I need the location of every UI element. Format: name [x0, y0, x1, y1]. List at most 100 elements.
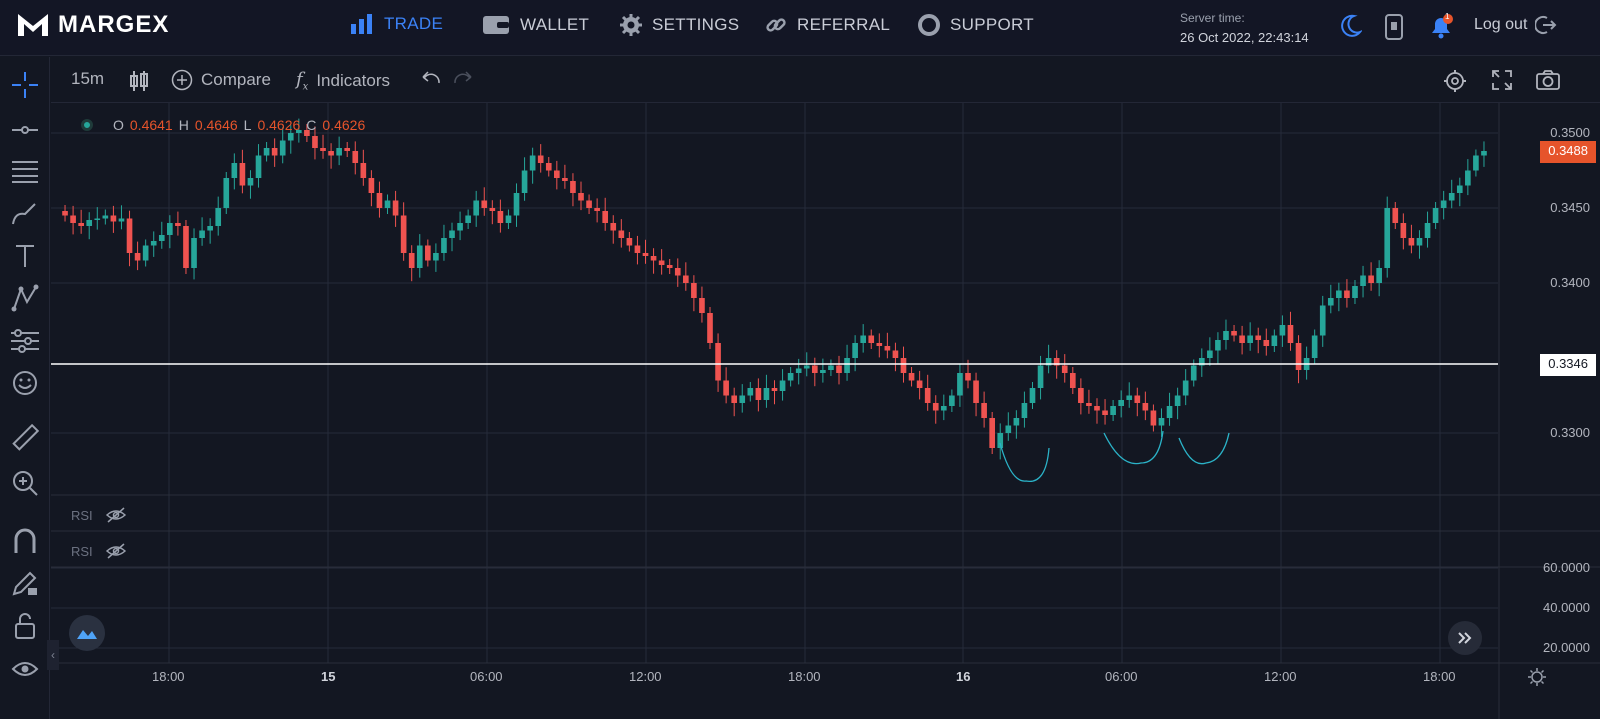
nav-trade[interactable]: TRADE [350, 14, 443, 34]
compare-button[interactable]: Compare [171, 69, 271, 91]
candle [1424, 223, 1431, 238]
candle [1134, 395, 1141, 403]
interval-selector[interactable]: 15m [71, 69, 104, 89]
chart-type-button[interactable] [129, 69, 149, 93]
tradingview-logo[interactable] [69, 615, 105, 651]
candle [457, 223, 463, 231]
indicators-label: Indicators [316, 70, 391, 90]
rsi-pane-label-1[interactable]: RSI [71, 507, 127, 523]
candle [674, 268, 681, 276]
candle [1392, 208, 1399, 223]
gear-icon [620, 14, 642, 36]
axis-settings-icon[interactable] [1527, 667, 1547, 687]
last-price-tag: 0.3488 [1540, 141, 1596, 163]
rsi-label: RSI [71, 543, 93, 559]
screenshot-button[interactable] [1535, 69, 1561, 91]
price-tick-label: 0.3300 [1550, 425, 1590, 440]
prediction-tool[interactable] [9, 325, 41, 357]
nav-referral[interactable]: REFERRAL [765, 14, 890, 36]
candle [158, 235, 165, 241]
nav-support[interactable]: SUPPORT [918, 14, 1034, 36]
text-tool[interactable] [9, 240, 41, 272]
lock-tool[interactable] [9, 610, 41, 642]
chart-settings-button[interactable] [1443, 69, 1467, 93]
candle [1126, 395, 1133, 400]
lock-drawing-tool[interactable] [9, 567, 41, 599]
time-tick-label: 15 [321, 669, 336, 684]
chart-area[interactable]: O 0.4641 H 0.4646 L 0.4626 C 0.4626 RSI RSI … [51, 103, 1600, 719]
candle [529, 155, 536, 171]
brand-name: MARGEX [58, 11, 170, 38]
logout-button[interactable]: Log out [1474, 15, 1557, 35]
level-price-tag: 0.3346 [1540, 354, 1596, 376]
candle [1190, 365, 1197, 381]
candle [1223, 331, 1229, 340]
brand-logo[interactable]: MARGEX [16, 10, 169, 40]
candle [1271, 335, 1278, 346]
notifications-button[interactable]: 1 [1428, 12, 1454, 45]
rsi-tick-label: 60.0000 [1543, 560, 1590, 575]
ruler-icon [12, 424, 39, 451]
eye-off-icon[interactable] [105, 543, 127, 559]
mobile-app-button[interactable] [1384, 14, 1404, 45]
candle [207, 226, 213, 231]
candle [1352, 286, 1358, 298]
moon-icon [1341, 14, 1363, 37]
pattern-icon [11, 284, 39, 312]
candle [658, 260, 665, 265]
collapse-toolbar-button[interactable]: ‹ [47, 640, 59, 670]
nav-wallet[interactable]: WALLET [482, 14, 589, 36]
zoom-tool[interactable] [9, 467, 41, 499]
candle [1078, 388, 1084, 403]
candle [570, 181, 576, 193]
candle [231, 163, 238, 178]
top-bar: MARGEX TRADE WALLET SETTINGS REFERRAL SU… [0, 0, 1600, 56]
candle [739, 395, 746, 403]
brush-tool[interactable] [9, 198, 41, 230]
fx-icon: fx [296, 69, 309, 93]
nav-settings[interactable]: SETTINGS [620, 14, 739, 36]
undo-button[interactable] [421, 69, 441, 85]
magnet-tool[interactable] [9, 525, 41, 557]
candle [368, 178, 375, 193]
eye-off-icon[interactable] [105, 507, 127, 523]
price-tick-label: 0.3500 [1550, 125, 1590, 140]
candle [884, 346, 891, 351]
candle [1045, 358, 1052, 366]
candle [852, 343, 858, 358]
cloud-logo-icon [77, 630, 97, 639]
plus-circle-icon [171, 69, 193, 91]
candle [545, 163, 552, 171]
measure-tool[interactable] [9, 422, 41, 454]
emoji-tool[interactable] [9, 367, 41, 399]
fullscreen-button[interactable] [1491, 69, 1513, 91]
pattern-tool[interactable] [9, 282, 41, 314]
candle [1473, 155, 1479, 171]
dark-mode-toggle[interactable] [1340, 14, 1363, 43]
nav-wallet-label: WALLET [520, 15, 590, 34]
visibility-tool[interactable] [9, 653, 41, 685]
candle [578, 193, 584, 201]
candlestick-chart[interactable] [51, 103, 1600, 719]
candle [175, 223, 181, 226]
redo-button[interactable] [453, 69, 473, 85]
candle [691, 283, 697, 298]
candle [247, 178, 254, 186]
candle [352, 151, 359, 163]
margex-logo-icon [18, 14, 48, 36]
scroll-to-realtime-button[interactable] [1448, 621, 1482, 655]
candle [255, 155, 262, 178]
candle [642, 253, 649, 256]
candle [1416, 238, 1423, 246]
candle [400, 215, 407, 253]
crosshair-tool[interactable] [9, 69, 41, 101]
trend-line-tool[interactable] [9, 114, 41, 146]
candle [1287, 325, 1294, 343]
ohlc-legend: O 0.4641 H 0.4646 L 0.4626 C 0.4626 [81, 117, 365, 133]
indicators-button[interactable]: fx Indicators [296, 69, 390, 93]
rsi-pane-label-2[interactable]: RSI [71, 543, 127, 559]
candle [908, 373, 915, 381]
candle [1037, 365, 1044, 388]
candle [586, 200, 592, 208]
fib-tool[interactable] [9, 155, 41, 187]
